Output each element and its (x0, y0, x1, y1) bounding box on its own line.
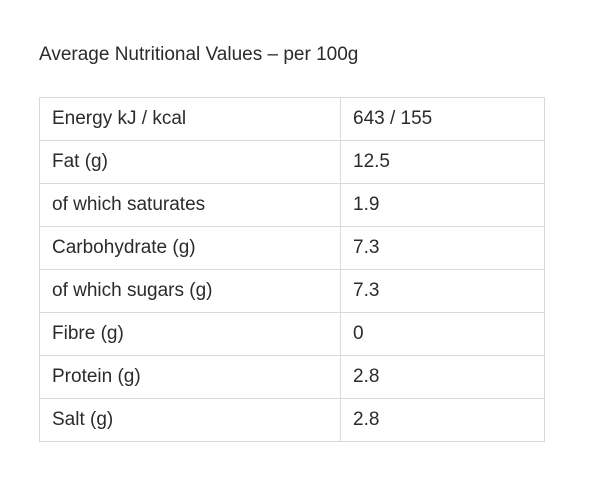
row-value: 12.5 (340, 140, 545, 184)
table-row: Energy kJ / kcal 643 / 155 (39, 97, 545, 141)
row-value: 1.9 (340, 183, 545, 227)
row-label: Carbohydrate (g) (39, 226, 341, 270)
row-label: Salt (g) (39, 398, 341, 442)
table-row: of which saturates 1.9 (39, 183, 545, 227)
row-value: 7.3 (340, 226, 545, 270)
row-label: of which saturates (39, 183, 341, 227)
row-value: 2.8 (340, 398, 545, 442)
row-label: Energy kJ / kcal (39, 97, 341, 141)
nutrition-heading: Average Nutritional Values – per 100g (39, 44, 359, 65)
table-row: Carbohydrate (g) 7.3 (39, 226, 545, 270)
row-label: of which sugars (g) (39, 269, 341, 313)
row-value: 2.8 (340, 355, 545, 399)
row-label: Fat (g) (39, 140, 341, 184)
row-value: 7.3 (340, 269, 545, 313)
row-label: Protein (g) (39, 355, 341, 399)
row-label: Fibre (g) (39, 312, 341, 356)
table-row: of which sugars (g) 7.3 (39, 269, 545, 313)
row-value: 0 (340, 312, 545, 356)
nutrition-table: Energy kJ / kcal 643 / 155 Fat (g) 12.5 … (39, 97, 545, 442)
table-row: Protein (g) 2.8 (39, 355, 545, 399)
table-row: Salt (g) 2.8 (39, 398, 545, 442)
table-row: Fat (g) 12.5 (39, 140, 545, 184)
table-row: Fibre (g) 0 (39, 312, 545, 356)
row-value: 643 / 155 (340, 97, 545, 141)
